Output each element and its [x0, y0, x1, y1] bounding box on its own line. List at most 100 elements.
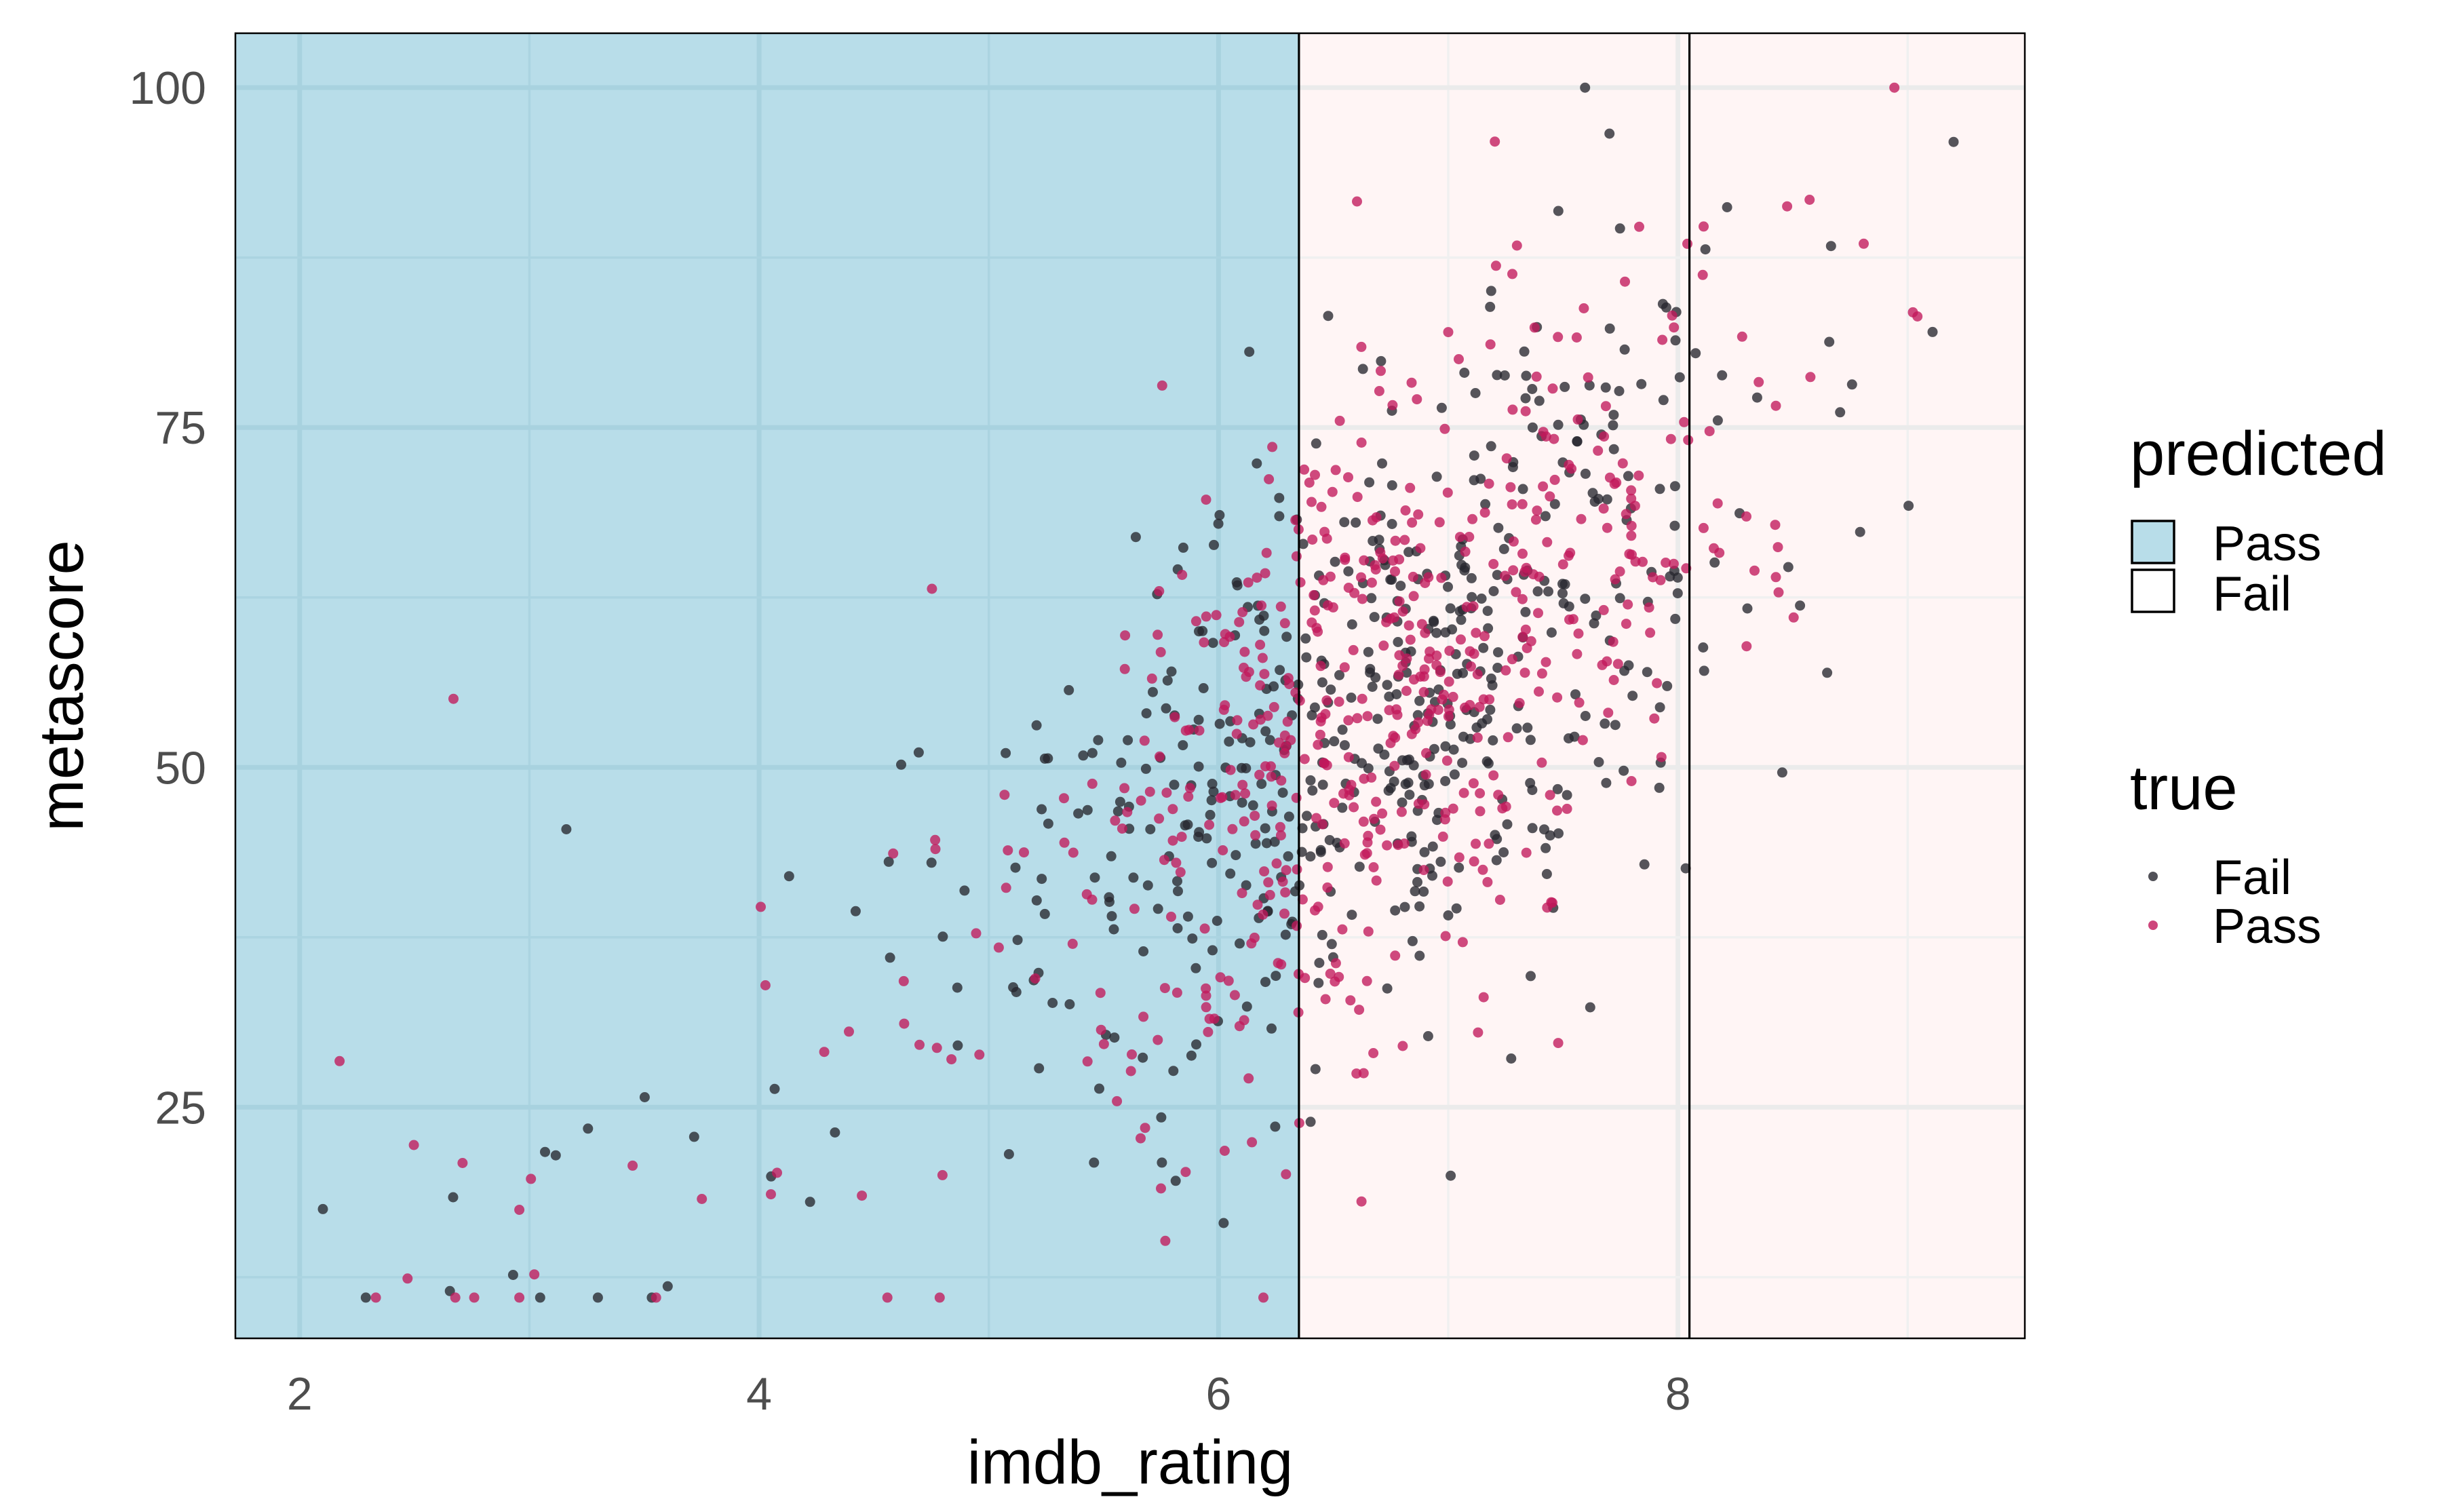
point-true-fail — [783, 871, 794, 882]
y-tick-label: 25 — [155, 1082, 206, 1133]
point-true-fail — [1334, 670, 1344, 680]
point-true-pass — [1420, 769, 1431, 780]
point-true-pass — [772, 1167, 782, 1178]
point-true-pass — [1352, 713, 1363, 724]
point-true-fail — [1387, 575, 1397, 585]
point-true-fail — [1480, 499, 1491, 509]
point-true-fail — [1454, 862, 1465, 873]
point-true-fail — [1492, 834, 1503, 845]
point-true-pass — [1292, 864, 1302, 875]
point-true-fail — [1410, 886, 1420, 897]
point-true-fail — [1601, 777, 1612, 788]
point-true-fail — [1795, 600, 1806, 611]
point-true-fail — [959, 885, 970, 896]
point-true-fail — [1283, 851, 1294, 861]
point-true-pass — [1087, 778, 1098, 789]
point-true-pass — [930, 844, 941, 855]
point-true-fail — [1448, 744, 1459, 755]
point-true-fail — [507, 1270, 518, 1280]
point-true-fail — [1087, 748, 1098, 758]
point-true-pass — [1310, 469, 1320, 480]
point-true-pass — [1266, 800, 1277, 811]
point-true-pass — [1682, 238, 1692, 249]
point-true-pass — [457, 1158, 468, 1168]
point-true-fail — [1557, 588, 1568, 599]
point-true-fail — [1722, 202, 1732, 212]
point-true-fail — [535, 1292, 545, 1303]
point-true-fail — [1488, 586, 1499, 596]
point-true-fail — [360, 1292, 371, 1303]
point-true-fail — [1391, 689, 1402, 699]
point-true-pass — [1624, 549, 1635, 560]
point-true-pass — [1652, 678, 1663, 689]
point-true-fail — [1690, 348, 1701, 359]
point-true-pass — [1276, 959, 1287, 970]
point-true-pass — [1907, 307, 1918, 317]
point-true-pass — [1397, 1041, 1408, 1051]
point-true-fail — [1259, 625, 1270, 636]
point-true-fail — [1661, 302, 1671, 313]
point-true-fail — [1412, 876, 1422, 887]
point-true-fail — [448, 1192, 459, 1203]
point-true-pass — [1478, 694, 1489, 705]
point-true-pass — [1572, 414, 1583, 425]
point-true-pass — [1127, 1049, 1137, 1060]
point-true-pass — [974, 1049, 985, 1060]
point-true-fail — [1281, 632, 1292, 642]
point-true-fail — [1777, 767, 1787, 778]
point-true-fail — [1082, 805, 1093, 815]
point-true-pass — [1177, 570, 1188, 580]
point-true-fail — [1206, 795, 1217, 806]
point-true-pass — [1247, 1137, 1258, 1148]
point-true-pass — [1475, 806, 1486, 817]
point-true-fail — [1670, 613, 1681, 624]
point-true-pass — [1645, 627, 1656, 638]
point-true-pass — [1081, 889, 1092, 899]
point-true-fail — [1522, 722, 1533, 733]
point-true-fail — [1443, 581, 1453, 592]
point-true-pass — [1267, 442, 1278, 452]
point-true-pass — [1517, 499, 1528, 509]
point-true-fail — [1492, 370, 1503, 381]
point-true-pass — [1237, 888, 1247, 899]
point-true-pass — [1243, 577, 1254, 588]
point-true-fail — [1447, 624, 1458, 635]
point-true-fail — [1218, 1218, 1229, 1228]
point-true-pass — [1475, 788, 1486, 798]
point-true-pass — [1542, 537, 1553, 547]
point-true-pass — [1519, 566, 1530, 577]
point-true-fail — [1570, 689, 1581, 700]
point-true-pass — [1520, 406, 1531, 416]
point-true-pass — [1528, 569, 1538, 580]
point-true-fail — [1699, 665, 1709, 676]
point-true-pass — [1529, 322, 1540, 333]
point-true-pass — [1281, 865, 1292, 876]
point-true-pass — [1508, 565, 1519, 576]
point-true-pass — [1394, 554, 1405, 565]
point-true-pass — [1471, 838, 1481, 849]
point-true-fail — [1224, 736, 1235, 747]
point-true-pass — [1306, 497, 1317, 507]
point-true-pass — [1358, 1068, 1369, 1079]
point-true-pass — [1180, 1167, 1191, 1178]
point-true-fail — [1539, 824, 1549, 835]
point-true-fail — [1669, 481, 1680, 492]
point-true-pass — [1431, 651, 1442, 661]
point-true-pass — [1442, 487, 1453, 498]
point-true-pass — [1167, 835, 1178, 846]
point-true-pass — [1665, 433, 1676, 444]
point-true-pass — [1508, 536, 1519, 547]
point-true-pass — [1456, 634, 1466, 645]
point-true-fail — [1511, 723, 1522, 734]
point-true-fail — [1178, 542, 1188, 553]
point-true-fail — [1662, 680, 1673, 691]
point-true-fail — [1031, 720, 1042, 731]
point-true-pass — [1223, 975, 1234, 986]
point-true-pass — [1804, 195, 1815, 205]
point-true-pass — [1474, 701, 1485, 712]
point-true-pass — [1419, 799, 1430, 810]
point-true-pass — [334, 1055, 345, 1066]
point-true-fail — [1260, 823, 1271, 834]
point-true-pass — [1362, 711, 1373, 722]
